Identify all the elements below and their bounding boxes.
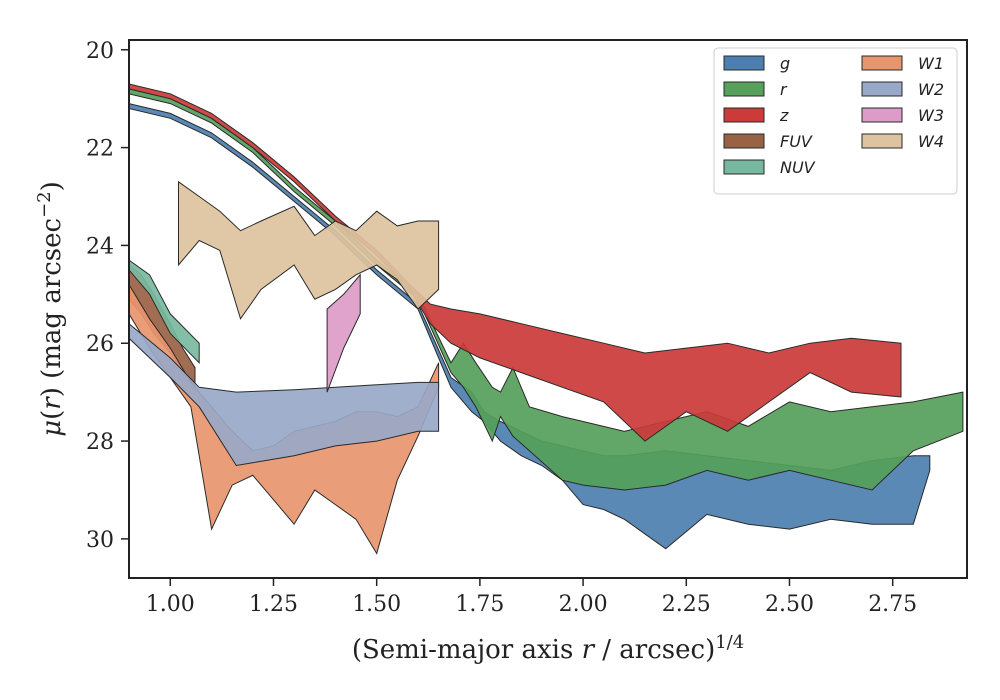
y-tick-label: 28 [86, 430, 114, 455]
x-tick-label: 1.25 [249, 592, 298, 617]
legend-swatch-z [723, 107, 765, 123]
band-w2 [129, 323, 440, 467]
legend-swatch-g [723, 55, 765, 71]
y-tick-label: 26 [86, 332, 114, 357]
legend-label-w3: W3 [918, 106, 944, 125]
legend-swatch-w1 [861, 55, 903, 71]
band-w4 [178, 180, 440, 320]
band-w3 [326, 273, 361, 393]
legend-swatch-r [723, 81, 765, 97]
legend: grz FUV NUV W1 W2 W3 W4 [713, 47, 958, 195]
legend-swatch-fuv [723, 133, 765, 149]
x-tick-label: 2.75 [868, 592, 917, 617]
x-tick-label: 1.50 [352, 592, 401, 617]
plot-frame [128, 39, 968, 579]
x-axis-label: (Semi-major axis r / arcsec)1/4 [352, 632, 744, 666]
legend-swatch-w2 [861, 81, 903, 97]
legend-label-w2: W2 [918, 80, 944, 99]
band-nuv [129, 259, 200, 365]
y-tick-label: 22 [86, 137, 114, 162]
legend-label-z: z [779, 106, 789, 125]
legend-swatch-w4 [861, 133, 903, 149]
legend-swatch-nuv [723, 159, 765, 175]
x-tick-label: 2.25 [662, 592, 711, 617]
y-axis-label: μ(r) (mag arcsec−2) [34, 181, 68, 437]
legend-label-g: g [780, 54, 790, 73]
legend-label-w1: W1 [918, 54, 944, 73]
legend-label-nuv: NUV [780, 158, 816, 177]
y-axis-ticks: 20 22 24 26 28 30 [86, 39, 129, 553]
y-tick-label: 20 [86, 39, 114, 64]
legend-label-fuv: FUV [780, 132, 813, 151]
y-tick-label: 24 [86, 234, 114, 259]
legend-label-r: r [780, 80, 788, 99]
x-tick-label: 2.00 [559, 592, 608, 617]
y-tick-label: 30 [86, 528, 114, 553]
x-tick-label: 1.00 [146, 592, 195, 617]
legend-swatch-w3 [861, 107, 903, 123]
x-axis-ticks: 1.00 1.25 1.50 1.75 2.00 2.25 2.50 2.75 [146, 578, 917, 617]
band-areas [129, 83, 964, 555]
x-tick-label: 2.50 [765, 592, 814, 617]
x-tick-label: 1.75 [455, 592, 504, 617]
legend-label-w4: W4 [918, 132, 944, 151]
band-r [129, 88, 964, 491]
